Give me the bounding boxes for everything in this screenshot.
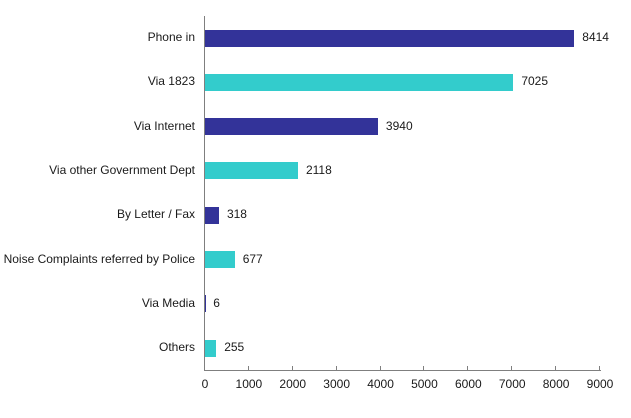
x-tick-label: 3000	[323, 377, 351, 391]
value-label: 6	[213, 295, 220, 310]
x-tick-label: 2000	[279, 377, 307, 391]
bar	[205, 251, 235, 268]
category-label: Noise Complaints referred by Police	[3, 251, 195, 266]
value-label: 255	[224, 340, 245, 355]
value-label: 3940	[385, 118, 413, 133]
category-label: Via Media	[141, 295, 195, 310]
category-label: By Letter / Fax	[116, 207, 195, 222]
x-tick-mark	[555, 366, 557, 371]
x-tick-label: 1000	[235, 377, 263, 391]
x-tick-mark	[247, 366, 249, 371]
category-label: Via other Government Dept	[49, 162, 195, 177]
x-tick-mark	[467, 366, 469, 371]
x-axis-line	[204, 370, 601, 371]
category-label: Via 1823	[147, 74, 195, 89]
x-tick-label: 9000	[586, 377, 614, 391]
bar	[205, 339, 217, 357]
x-tick-label: 4000	[367, 377, 394, 391]
x-tick-label: 5000	[411, 377, 438, 391]
value-label: 8414	[582, 30, 609, 44]
category-label: Others	[158, 340, 195, 355]
bar	[205, 162, 298, 180]
x-tick-mark	[291, 366, 293, 371]
value-label: 677	[242, 251, 263, 266]
bar	[205, 118, 378, 136]
value-label: 7025	[521, 74, 549, 89]
x-tick-label: 7000	[498, 377, 526, 391]
x-tick-label: 6000	[454, 377, 482, 391]
x-tick-label: 0	[201, 377, 209, 391]
value-label: 318	[226, 207, 247, 222]
bar	[205, 206, 219, 224]
x-tick-mark	[511, 366, 513, 371]
y-axis-line	[204, 16, 205, 371]
category-label: Via Internet	[133, 118, 195, 133]
x-tick-label: 8000	[542, 377, 570, 391]
x-tick-mark	[335, 366, 337, 371]
x-tick-mark	[379, 366, 381, 371]
bar	[205, 29, 575, 47]
x-tick-mark	[423, 366, 425, 371]
x-tick-mark	[599, 366, 600, 371]
category-label: Phone in	[147, 30, 195, 44]
value-label: 2118	[305, 162, 332, 177]
bar	[205, 73, 514, 91]
